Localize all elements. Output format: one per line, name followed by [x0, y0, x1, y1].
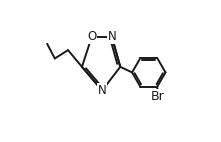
Text: O: O	[87, 30, 96, 43]
Text: N: N	[108, 30, 116, 43]
Text: Br: Br	[151, 90, 165, 103]
Text: N: N	[98, 84, 107, 97]
